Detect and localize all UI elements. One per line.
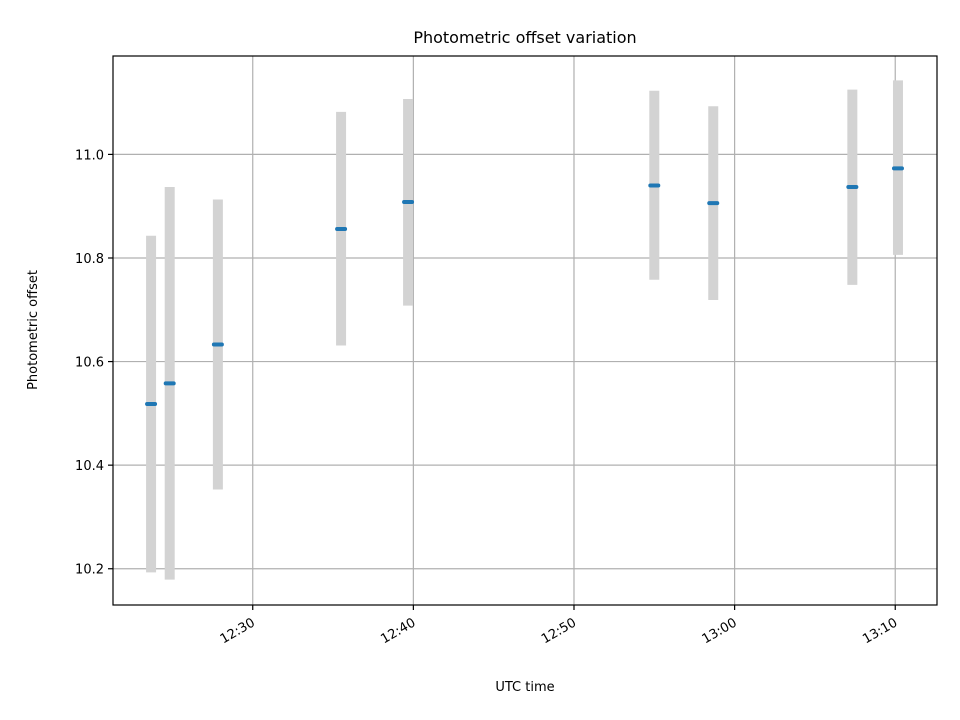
chart-title: Photometric offset variation	[413, 28, 636, 47]
x-tick-label: 12:50	[539, 615, 579, 647]
x-axis-label: UTC time	[495, 680, 554, 695]
error-bars	[146, 80, 903, 580]
plot-frame	[112, 55, 938, 606]
y-tick-label: 10.8	[75, 252, 104, 267]
data-points	[145, 166, 904, 407]
x-tick-label: 13:00	[700, 615, 740, 647]
grid-lines	[113, 56, 937, 605]
y-tick-label: 11.0	[75, 148, 104, 163]
y-tick-label: 10.6	[75, 356, 104, 371]
x-tick-label: 12:40	[378, 615, 418, 647]
axis-ticks: 12:30 12:40 12:50 13:00 13:10 10.2 10.4 10.6 10.…	[75, 148, 900, 647]
y-axis-label: Photometric offset	[26, 270, 41, 390]
x-tick-label: 13:10	[860, 615, 900, 647]
x-tick-label: 12:30	[218, 615, 258, 647]
y-tick-label: 10.4	[75, 459, 104, 474]
y-tick-label: 10.2	[75, 563, 104, 578]
